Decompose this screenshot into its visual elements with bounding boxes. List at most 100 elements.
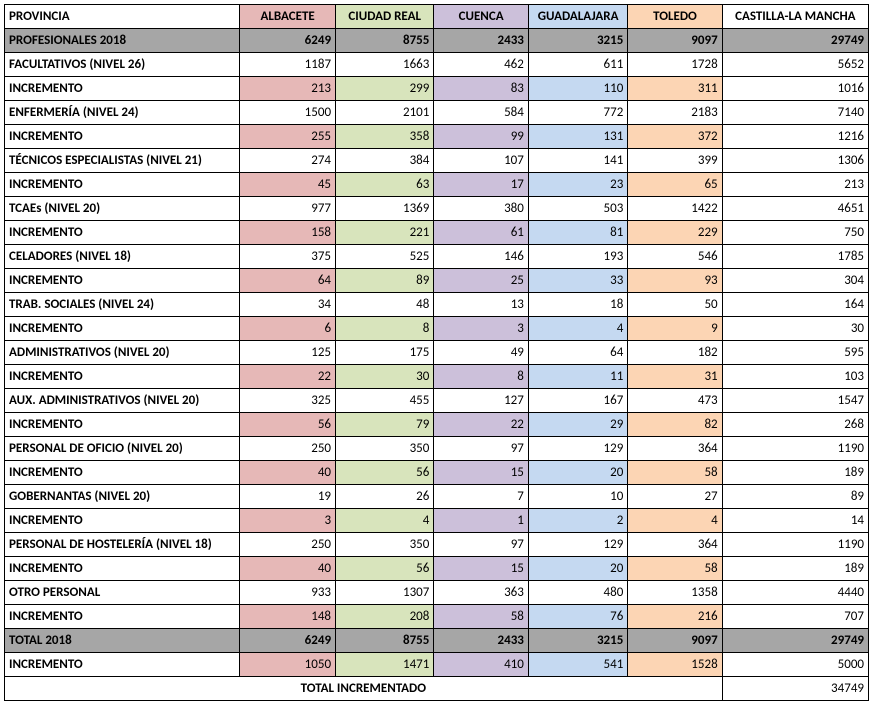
cell: 129 bbox=[528, 533, 627, 557]
cell: 364 bbox=[628, 533, 722, 557]
row-label: OTRO PERSONAL bbox=[5, 581, 240, 605]
cell: 6249 bbox=[240, 629, 336, 653]
header-province-3: GUADALAJARA bbox=[528, 5, 627, 29]
row-label: INCREMENTO bbox=[5, 605, 240, 629]
cell: 1528 bbox=[628, 653, 722, 677]
cell: 1358 bbox=[628, 581, 722, 605]
cell: 58 bbox=[628, 461, 722, 485]
row-total: 29749 bbox=[722, 629, 868, 653]
cell: 146 bbox=[434, 245, 529, 269]
table-row: ADMINISTRATIVOS (NIVEL 20)12517549641825… bbox=[5, 341, 869, 365]
cell: 274 bbox=[240, 149, 336, 173]
table-row: INCREMENTO1050147141054115285000 bbox=[5, 653, 869, 677]
row-label: INCREMENTO bbox=[5, 221, 240, 245]
cell: 49 bbox=[434, 341, 529, 365]
cell: 1050 bbox=[240, 653, 336, 677]
cell: 358 bbox=[336, 125, 434, 149]
cell: 63 bbox=[336, 173, 434, 197]
row-label: ADMINISTRATIVOS (NIVEL 20) bbox=[5, 341, 240, 365]
row-label: PROFESIONALES 2018 bbox=[5, 29, 240, 53]
cell: 221 bbox=[336, 221, 434, 245]
row-label: GOBERNANTAS (NIVEL 20) bbox=[5, 485, 240, 509]
cell: 229 bbox=[628, 221, 722, 245]
row-total: 29749 bbox=[722, 29, 868, 53]
cell: 1500 bbox=[240, 101, 336, 125]
cell: 64 bbox=[240, 269, 336, 293]
cell: 299 bbox=[336, 77, 434, 101]
row-total: 7140 bbox=[722, 101, 868, 125]
cell: 33 bbox=[528, 269, 627, 293]
cell: 58 bbox=[434, 605, 529, 629]
cell: 380 bbox=[434, 197, 529, 221]
table-row: INCREMENTO213299831103111016 bbox=[5, 77, 869, 101]
row-label: TOTAL 2018 bbox=[5, 629, 240, 653]
cell: 541 bbox=[528, 653, 627, 677]
table-row: FACULTATIVOS (NIVEL 26)11871663462611172… bbox=[5, 53, 869, 77]
cell: 250 bbox=[240, 533, 336, 557]
cell: 15 bbox=[434, 557, 529, 581]
cell: 1422 bbox=[628, 197, 722, 221]
cell: 372 bbox=[628, 125, 722, 149]
cell: 23 bbox=[528, 173, 627, 197]
cell: 10 bbox=[528, 485, 627, 509]
cell: 58 bbox=[628, 557, 722, 581]
table-row: INCREMENTO3412414 bbox=[5, 509, 869, 533]
cell: 3 bbox=[240, 509, 336, 533]
cell: 8755 bbox=[336, 29, 434, 53]
cell: 3 bbox=[434, 317, 529, 341]
table-row: ENFERMERÍA (NIVEL 24)1500210158477221837… bbox=[5, 101, 869, 125]
cell: 1307 bbox=[336, 581, 434, 605]
cell: 350 bbox=[336, 533, 434, 557]
row-label: INCREMENTO bbox=[5, 125, 240, 149]
row-label: ENFERMERÍA (NIVEL 24) bbox=[5, 101, 240, 125]
cell: 1728 bbox=[628, 53, 722, 77]
cell: 3215 bbox=[528, 29, 627, 53]
table-row: INCREMENTO223081131103 bbox=[5, 365, 869, 389]
cell: 45 bbox=[240, 173, 336, 197]
table-row: INCREMENTO6489253393304 bbox=[5, 269, 869, 293]
cell: 250 bbox=[240, 437, 336, 461]
row-total: 750 bbox=[722, 221, 868, 245]
table-row: GOBERNANTAS (NIVEL 20)19267102789 bbox=[5, 485, 869, 509]
data-table: PROVINCIA ALBACETE CIUDAD REAL CUENCA GU… bbox=[4, 4, 869, 701]
cell: 79 bbox=[336, 413, 434, 437]
cell: 20 bbox=[528, 461, 627, 485]
row-label: INCREMENTO bbox=[5, 317, 240, 341]
cell: 611 bbox=[528, 53, 627, 77]
cell: 216 bbox=[628, 605, 722, 629]
cell: 480 bbox=[528, 581, 627, 605]
cell: 503 bbox=[528, 197, 627, 221]
footer-label: TOTAL INCREMENTADO bbox=[5, 677, 723, 701]
cell: 82 bbox=[628, 413, 722, 437]
row-total: 1306 bbox=[722, 149, 868, 173]
row-label: INCREMENTO bbox=[5, 557, 240, 581]
cell: 30 bbox=[336, 365, 434, 389]
table-row: INCREMENTO4056152058189 bbox=[5, 557, 869, 581]
row-label: INCREMENTO bbox=[5, 413, 240, 437]
cell: 125 bbox=[240, 341, 336, 365]
row-label: INCREMENTO bbox=[5, 509, 240, 533]
cell: 933 bbox=[240, 581, 336, 605]
cell: 363 bbox=[434, 581, 529, 605]
cell: 99 bbox=[434, 125, 529, 149]
row-total: 304 bbox=[722, 269, 868, 293]
row-label: TRAB. SOCIALES (NIVEL 24) bbox=[5, 293, 240, 317]
row-total: 1016 bbox=[722, 77, 868, 101]
cell: 22 bbox=[240, 365, 336, 389]
cell: 6249 bbox=[240, 29, 336, 53]
table-row: INCREMENTO1482085876216707 bbox=[5, 605, 869, 629]
header-total: CASTILLA-LA MANCHA bbox=[722, 5, 868, 29]
cell: 2183 bbox=[628, 101, 722, 125]
row-label: INCREMENTO bbox=[5, 77, 240, 101]
table-row: TOTAL 20186249875524333215909729749 bbox=[5, 629, 869, 653]
cell: 17 bbox=[434, 173, 529, 197]
row-total: 189 bbox=[722, 557, 868, 581]
cell: 213 bbox=[240, 77, 336, 101]
cell: 56 bbox=[240, 413, 336, 437]
cell: 1 bbox=[434, 509, 529, 533]
cell: 255 bbox=[240, 125, 336, 149]
cell: 76 bbox=[528, 605, 627, 629]
cell: 20 bbox=[528, 557, 627, 581]
cell: 6 bbox=[240, 317, 336, 341]
header-province-1: CIUDAD REAL bbox=[336, 5, 434, 29]
